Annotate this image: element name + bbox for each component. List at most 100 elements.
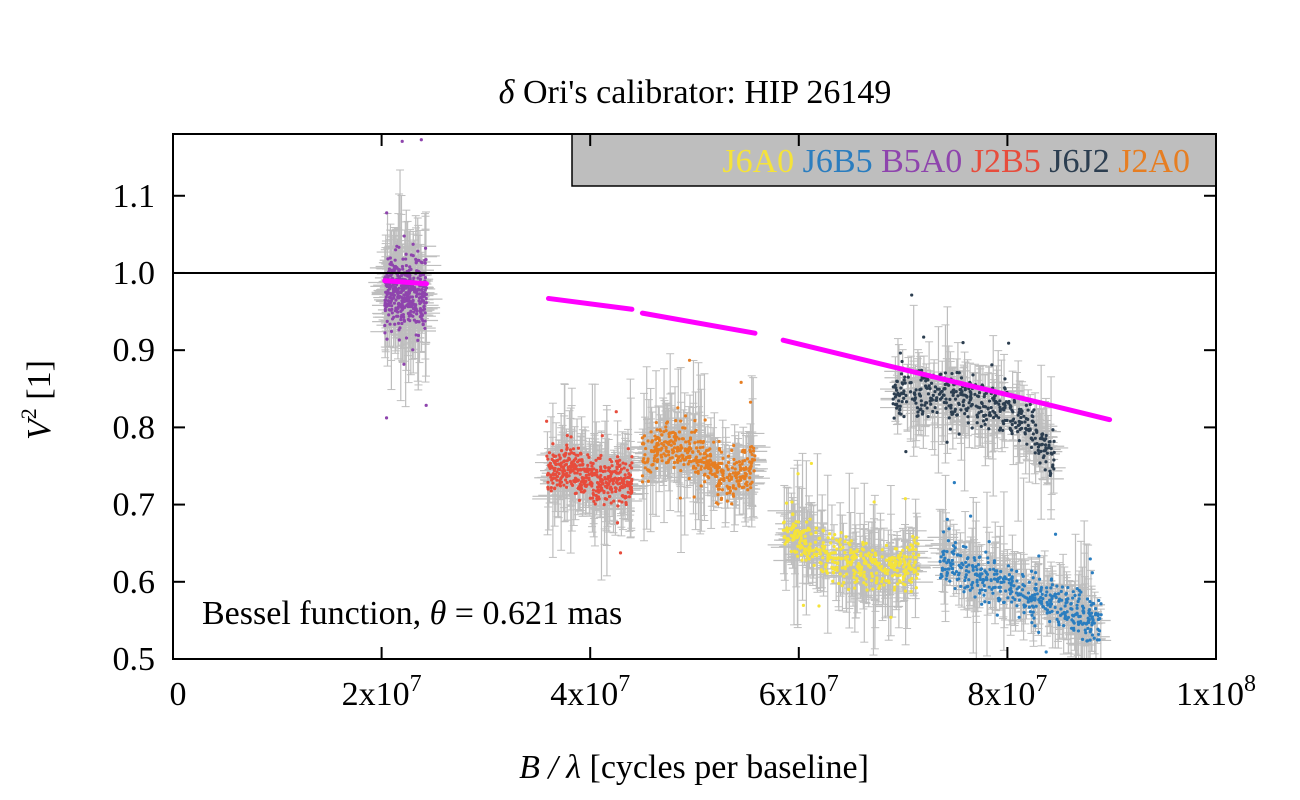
- data-point: [833, 551, 837, 555]
- data-point: [944, 577, 948, 581]
- data-point: [860, 565, 864, 569]
- data-point: [1063, 614, 1068, 618]
- data-point: [1028, 595, 1032, 599]
- data-point: [995, 579, 1000, 583]
- data-point: [1037, 554, 1041, 558]
- data-point: [796, 544, 800, 548]
- data-point: [1065, 600, 1069, 604]
- data-point: [1078, 614, 1082, 619]
- data-point: [851, 554, 855, 558]
- data-point: [842, 574, 846, 578]
- data-point: [883, 567, 887, 571]
- data-point: [840, 566, 844, 570]
- data-point: [1020, 588, 1025, 592]
- data-point: [840, 584, 844, 588]
- data-point: [810, 555, 815, 559]
- data-point: [855, 549, 859, 553]
- data-point: [861, 540, 865, 544]
- data-point: [951, 562, 955, 566]
- data-point: [819, 561, 823, 565]
- data-point: [915, 576, 919, 580]
- data-point: [1088, 638, 1092, 642]
- data-point: [964, 573, 968, 577]
- data-point: [867, 551, 871, 555]
- data-point: [844, 555, 848, 559]
- data-point: [865, 588, 869, 592]
- data-point: [1048, 601, 1052, 606]
- data-point: [884, 543, 889, 547]
- data-point: [980, 602, 984, 606]
- data-point: [807, 528, 812, 532]
- data-point: [980, 588, 984, 592]
- data-point: [987, 600, 991, 605]
- series-J6A0: [781, 461, 921, 619]
- data-point: [1099, 602, 1103, 606]
- data-point: [898, 573, 902, 577]
- data-point: [881, 577, 885, 581]
- data-point: [999, 569, 1003, 574]
- data-point: [806, 549, 811, 553]
- data-point: [841, 545, 845, 550]
- data-point: [976, 563, 981, 567]
- data-point: [984, 576, 989, 580]
- data-point: [947, 567, 951, 571]
- data-point: [1097, 617, 1101, 621]
- data-point: [1091, 617, 1095, 622]
- data-point: [785, 526, 789, 530]
- data-point: [1087, 611, 1091, 615]
- data-point: [1033, 597, 1037, 601]
- data-point: [894, 562, 898, 566]
- data-point: [803, 541, 807, 546]
- data-point: [817, 604, 821, 608]
- data-point: [982, 593, 986, 597]
- data-point: [1027, 580, 1031, 584]
- data-point: [812, 563, 816, 567]
- data-point: [973, 595, 977, 599]
- data-point: [1075, 606, 1079, 610]
- data-point: [832, 556, 836, 560]
- data-point: [893, 556, 897, 560]
- data-point: [1030, 604, 1035, 608]
- data-point: [893, 585, 897, 589]
- data-point: [988, 567, 992, 572]
- data-point: [938, 559, 942, 564]
- data-point: [1008, 592, 1012, 596]
- data-point: [950, 550, 954, 554]
- data-point: [916, 566, 920, 571]
- data-point: [797, 533, 802, 537]
- data-point: [782, 535, 786, 539]
- data-point: [791, 522, 795, 526]
- data-point: [906, 571, 910, 575]
- data-point: [846, 561, 850, 565]
- data-point: [393, 322, 397, 326]
- data-point: [1069, 602, 1073, 606]
- data-point: [871, 560, 875, 564]
- data-point: [845, 564, 849, 568]
- data-point: [962, 590, 966, 594]
- data-point: [838, 537, 842, 541]
- data-point: [1048, 604, 1052, 609]
- data-point: [878, 566, 882, 570]
- data-point: [943, 567, 947, 571]
- data-point: [1045, 611, 1049, 615]
- data-point: [903, 572, 908, 576]
- data-point: [971, 580, 975, 585]
- data-point: [869, 571, 874, 576]
- data-point: [786, 530, 790, 534]
- data-point: [1054, 595, 1058, 600]
- data-point: [964, 575, 968, 580]
- data-point: [950, 570, 955, 575]
- data-point: [1057, 599, 1061, 603]
- data-point: [802, 528, 806, 533]
- data-point: [1037, 577, 1042, 581]
- data-point: [789, 549, 793, 554]
- data-point: [861, 543, 865, 547]
- data-point: [1063, 604, 1067, 608]
- data-point: [838, 543, 843, 547]
- data-point: [1094, 607, 1098, 611]
- data-point: [1011, 596, 1015, 600]
- data-point: [972, 556, 976, 560]
- data-point: [835, 568, 839, 573]
- data-point: [1045, 600, 1049, 605]
- data-point: [848, 543, 852, 547]
